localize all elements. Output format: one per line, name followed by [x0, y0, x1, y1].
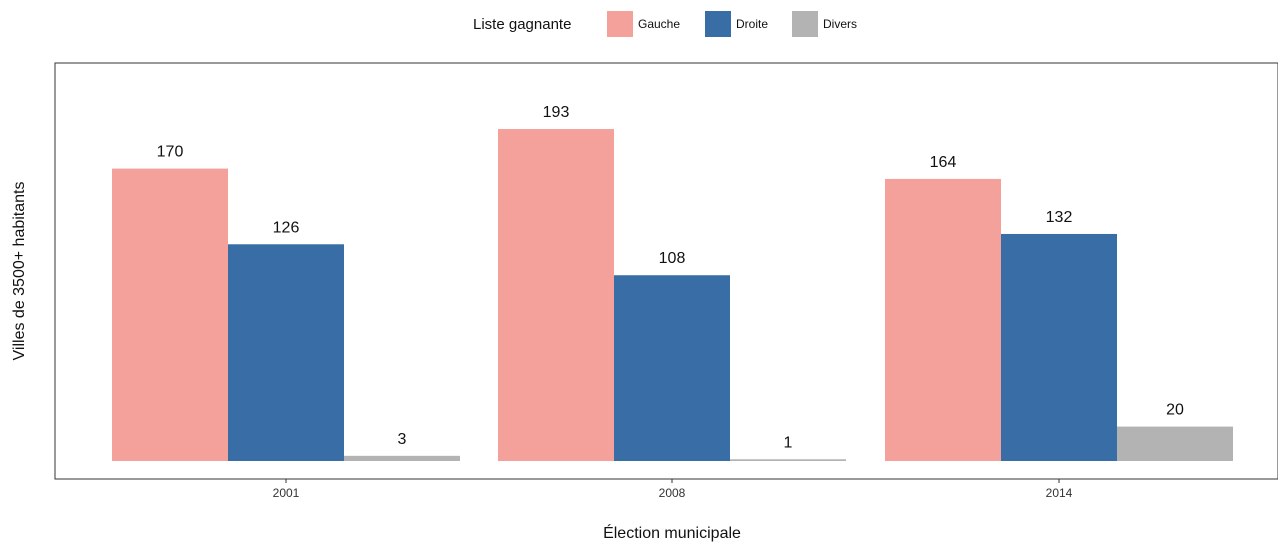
x-tick-label-2001: 2001 — [273, 486, 300, 500]
legend-label-droite: Droite — [736, 17, 768, 31]
legend-swatch-gauche — [607, 11, 633, 37]
legend: Liste gagnante Gauche Droite Divers — [473, 11, 857, 37]
x-axis-title: Élection municipale — [603, 523, 741, 542]
bar-gauche-2008 — [498, 129, 614, 462]
legend-title: Liste gagnante — [473, 16, 571, 33]
data-label-divers-2014: 20 — [1166, 402, 1184, 419]
plot-panel-border — [54, 62, 1278, 480]
x-tick-label-2014: 2014 — [1046, 486, 1073, 500]
bar-divers-2014 — [1117, 426, 1233, 461]
data-label-divers-2001: 3 — [398, 431, 407, 448]
bar-divers-2001 — [344, 455, 460, 461]
legend-label-gauche: Gauche — [638, 17, 680, 31]
data-label-gauche-2008: 193 — [543, 104, 570, 121]
data-label-divers-2008: 1 — [784, 434, 793, 451]
data-label-gauche-2014: 164 — [930, 154, 957, 171]
data-label-droite-2014: 132 — [1046, 209, 1073, 226]
data-label-droite-2008: 108 — [659, 250, 686, 267]
x-tick-label-2008: 2008 — [659, 486, 686, 500]
bar-droite-2001 — [228, 244, 344, 461]
data-label-gauche-2001: 170 — [157, 144, 184, 161]
legend-swatch-droite — [705, 11, 731, 37]
data-label-droite-2001: 126 — [273, 219, 300, 236]
bar-gauche-2001 — [112, 168, 228, 461]
bar-droite-2008 — [614, 275, 730, 461]
bar-droite-2014 — [1001, 233, 1117, 461]
bar-divers-2008 — [730, 459, 846, 461]
y-axis-title: Villes de 3500+ habitants — [11, 182, 28, 361]
legend-label-divers: Divers — [823, 17, 857, 31]
legend-swatch-divers — [792, 11, 818, 37]
bar-gauche-2014 — [885, 178, 1001, 462]
